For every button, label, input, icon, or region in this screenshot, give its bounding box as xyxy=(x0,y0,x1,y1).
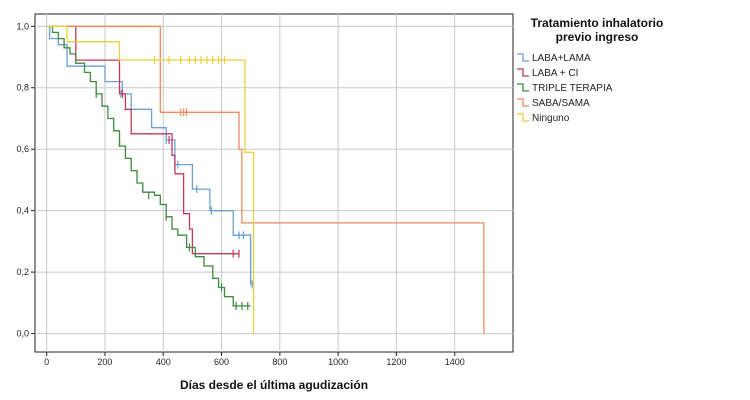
y-tick-label: 0,2 xyxy=(16,267,29,277)
legend-swatch-laba-ci xyxy=(517,68,529,77)
legend-title-line-2: previo ingreso xyxy=(556,30,639,44)
legend-items: LABA+LAMA LABA + CI TRIPLE TERAPIA SABA/SAM… xyxy=(517,53,613,124)
gridlines xyxy=(35,14,513,352)
x-tick-label: 400 xyxy=(156,357,171,367)
legend-label-ninguno: Ninguno xyxy=(532,113,570,124)
legend-swatch-triple-terapia xyxy=(517,83,529,92)
plot-frame xyxy=(34,13,514,353)
series-line-laba-lama xyxy=(46,25,254,286)
x-tick-label: 1200 xyxy=(386,357,406,367)
legend-title-line-1: Tratamiento inhalatorio xyxy=(531,16,664,30)
series-line-triple-terapia xyxy=(46,25,251,307)
x-tick-label: 1400 xyxy=(445,357,465,367)
legend-label-laba-ci: LABA + CI xyxy=(532,68,578,79)
series-line-saba-sama xyxy=(46,25,485,334)
series-group xyxy=(46,25,485,334)
x-axis-label: Días desde el última agudización xyxy=(180,378,368,392)
legend-swatch-ninguno xyxy=(517,113,529,122)
axes: 0 200 400 600 800 1000 1200 1400 0,0 0,2 0,4 0,6 0,8… xyxy=(16,21,464,367)
y-tick-label: 1,0 xyxy=(16,21,29,31)
x-tick-label: 800 xyxy=(272,357,287,367)
y-tick-label: 0,8 xyxy=(16,83,29,93)
legend-swatch-laba-lama xyxy=(517,53,529,62)
x-tick-label: 0 xyxy=(44,357,49,367)
legend: Tratamiento inhalatorio previo ingreso L… xyxy=(517,16,663,124)
legend-label-saba-sama: SABA/SAMA xyxy=(532,98,590,109)
x-tick-label: 200 xyxy=(97,357,112,367)
series-line-laba-ci xyxy=(46,25,239,255)
series-line-ninguno xyxy=(46,25,255,334)
y-tick-label: 0,6 xyxy=(16,144,29,154)
legend-swatch-saba-sama xyxy=(517,98,529,107)
x-tick-label: 1000 xyxy=(328,357,348,367)
legend-label-triple-terapia: TRIPLE TERAPIA xyxy=(532,83,613,94)
y-tick-label: 0,0 xyxy=(16,329,29,339)
x-tick-label: 600 xyxy=(214,357,229,367)
y-tick-label: 0,4 xyxy=(16,206,29,216)
legend-label-laba-lama: LABA+LAMA xyxy=(532,53,591,64)
